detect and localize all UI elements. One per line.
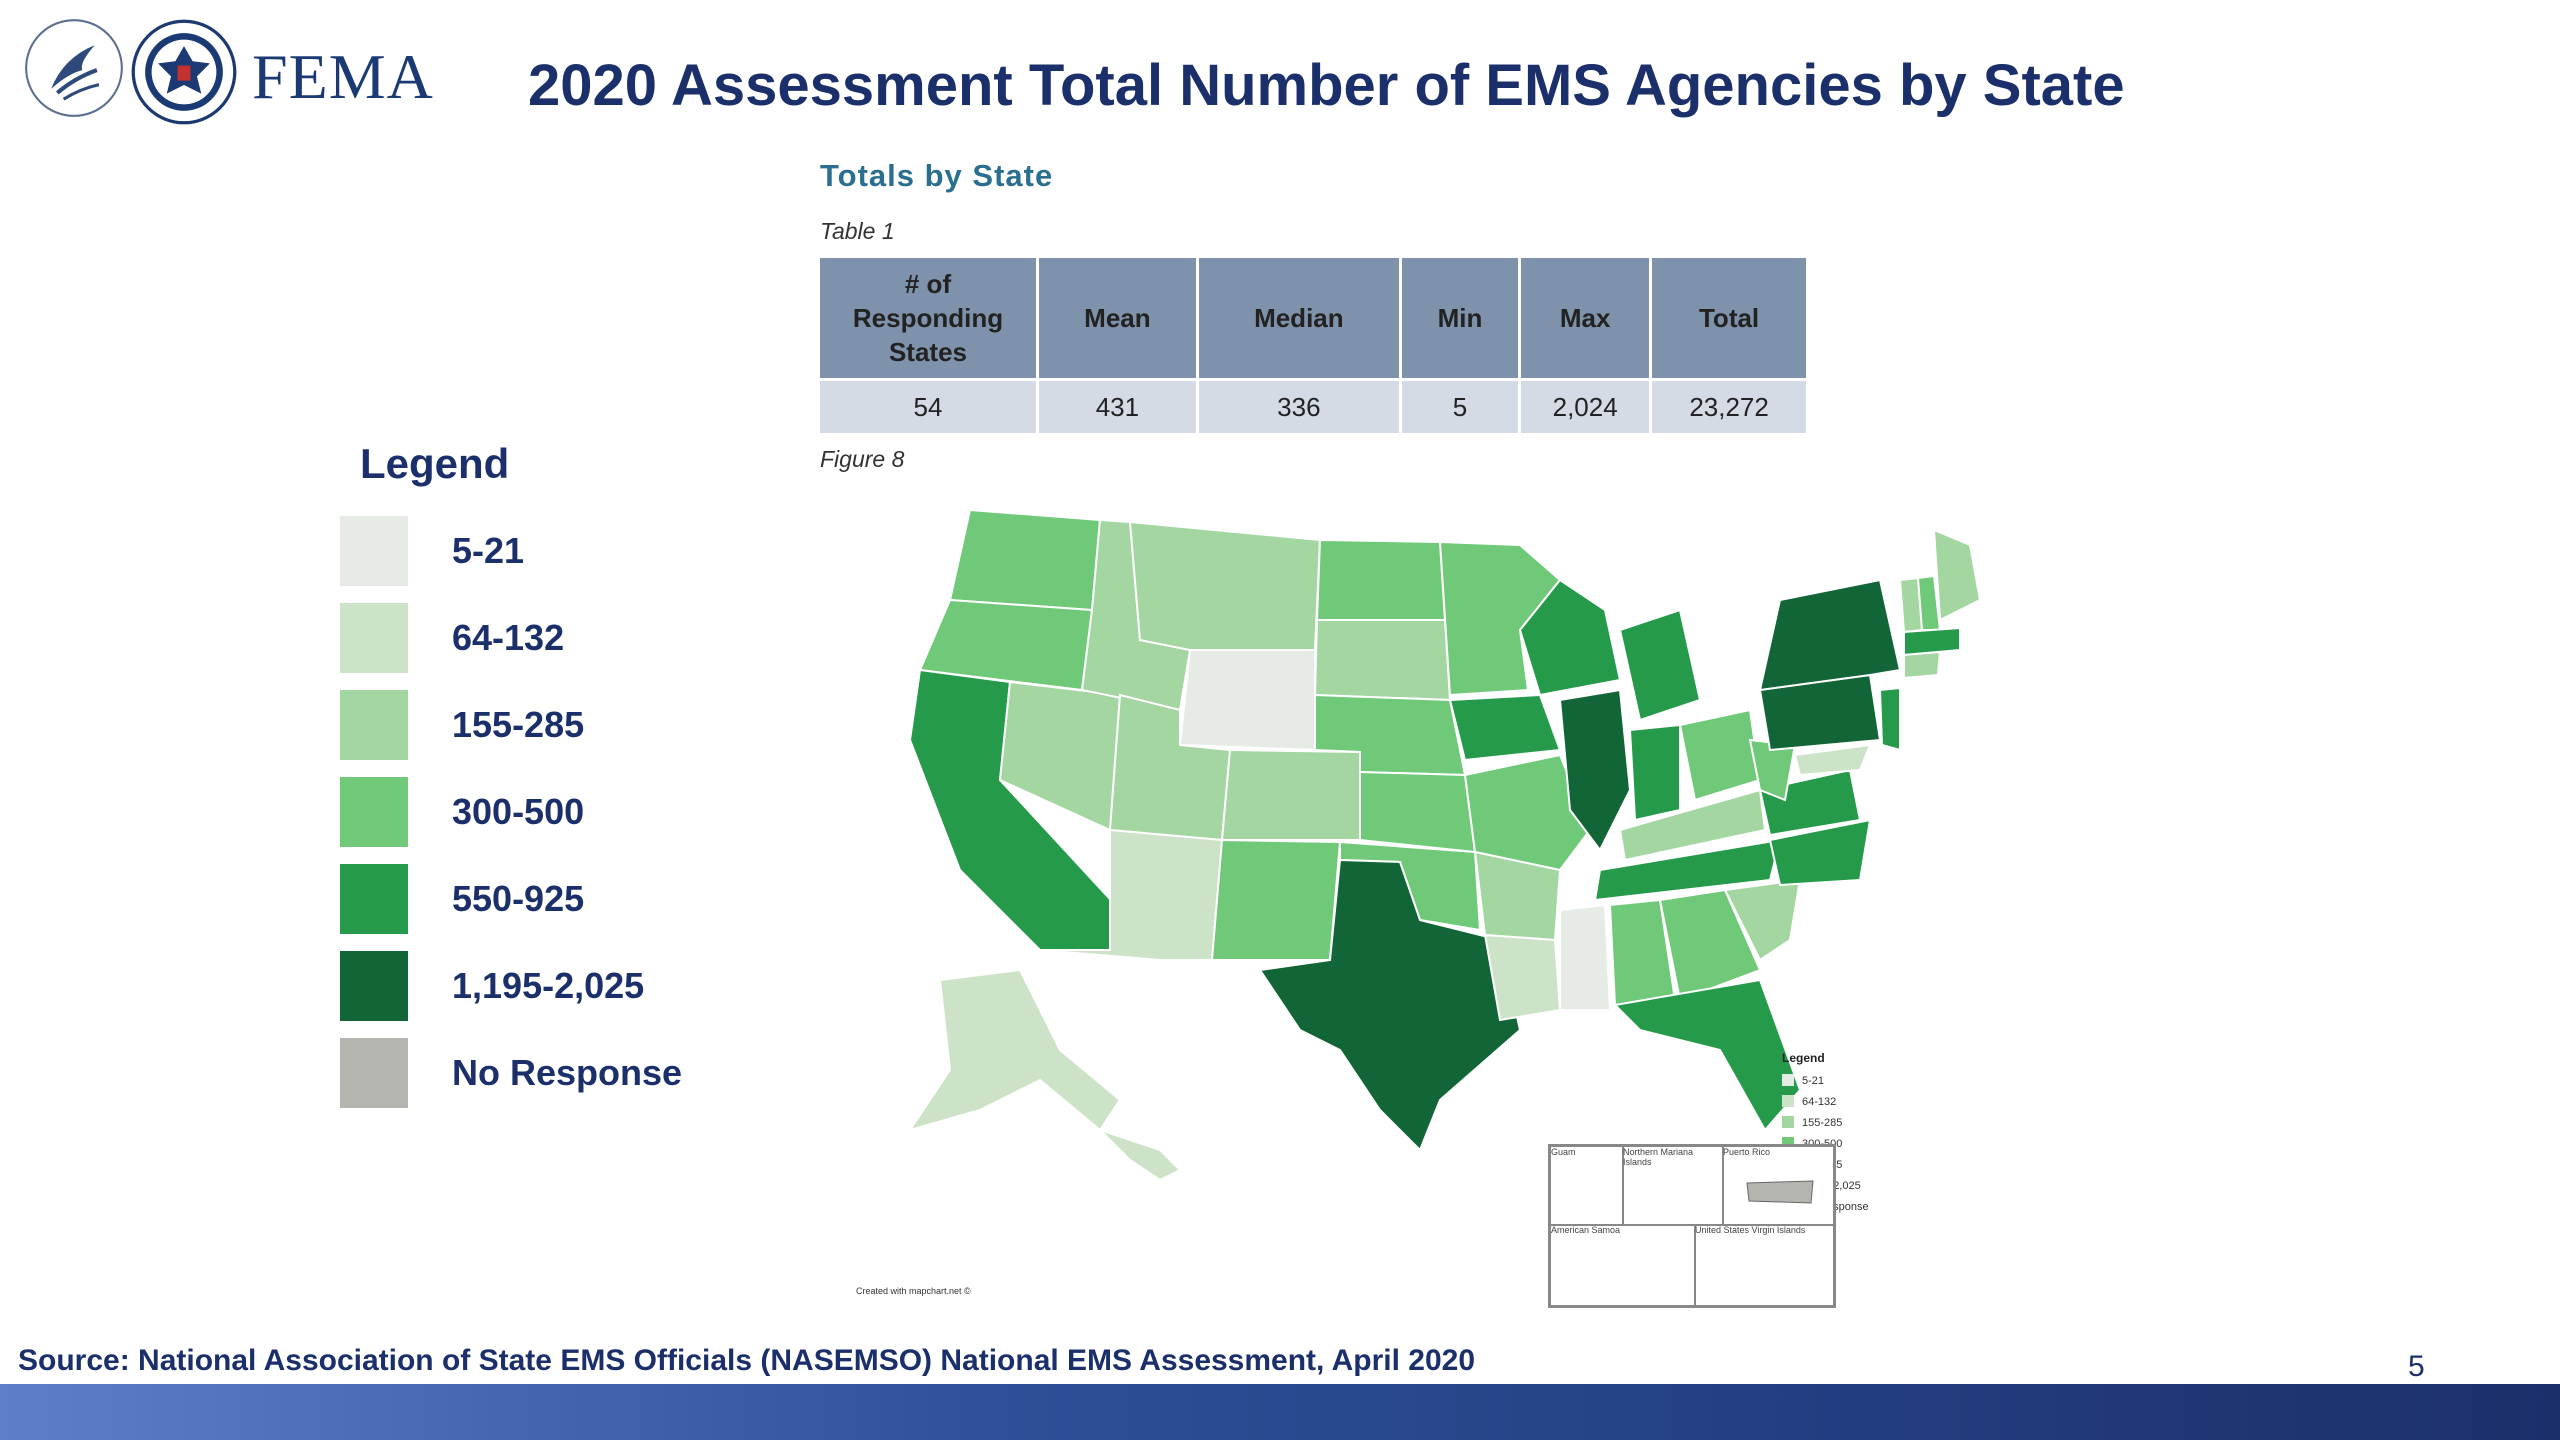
state-iowa [1448,693,1562,762]
inset-american-samoa: American Samoa [1550,1224,1696,1306]
state-new-york [1758,578,1902,692]
state-wisconsin [1518,578,1622,697]
legend-title: Legend [360,440,510,487]
slide-title: 2020 Assessment Total Number of EMS Agen… [528,53,2125,118]
column-header: Min [1400,258,1522,380]
state-missouri [1463,753,1592,872]
state-kansas [1359,770,1477,854]
column-header: Median [1197,258,1402,380]
inset-label: Puerto Rico [1723,1147,1771,1157]
legend-label: 1,195-2,025 [452,965,645,1006]
hhs-seal-logo [25,19,123,117]
state-maryland [1793,743,1872,777]
state-hawaii [1099,1129,1182,1182]
state-florida [1612,978,1802,1132]
table-cell: 23,272 [1650,378,1806,433]
state-michigan [1618,608,1702,722]
legend-swatch [340,777,408,847]
mapchart-credit: Created with mapchart.net © [856,1286,971,1296]
inset-label: United States Virgin Islands [1695,1225,1806,1235]
column-header: # of Responding States [820,258,1039,380]
legend-label: 300-500 [452,791,585,832]
state-kentucky [1618,788,1767,862]
state-north-carolina [1768,818,1872,887]
state-montana [1128,520,1322,651]
inset-puerto-rico: Puerto Rico [1722,1146,1834,1226]
state-georgia [1658,888,1762,1002]
page-number: 5 [2408,1350,2425,1383]
state-mississippi [1559,903,1612,1011]
inset-virgin-islands: United States Virgin Islands [1694,1224,1834,1306]
mini-legend-label: 155-285 [1802,1117,1842,1129]
inset-label: Guam [1551,1147,1576,1157]
legend-swatch [340,690,408,760]
mini-legend-swatch [1782,1074,1794,1086]
state-wyoming [1178,649,1316,752]
mini-legend-swatch [1782,1095,1794,1107]
fema-wordmark: FEMA [252,41,434,112]
table-cell: 54 [820,378,1039,433]
legend-swatch [340,864,408,934]
table-cell: 431 [1037,378,1199,433]
state-alaska [907,968,1122,1132]
state-texas [1258,858,1522,1152]
legend-label: 550-925 [452,878,585,919]
figure-caption: Figure 8 [820,446,905,472]
table-caption: Table 1 [820,218,895,244]
state-ohio [1678,708,1762,802]
totals-heading: Totals by State [820,158,1054,193]
state-illinois [1558,688,1632,852]
legend-swatch [340,951,408,1021]
state-south-carolina [1723,878,1802,962]
stats-header-row: # of Responding States Mean Median Min M… [820,258,1806,380]
source-citation: Source: National Association of State EM… [18,1344,1476,1377]
legend-label: 64-132 [452,617,565,658]
state-indiana [1628,723,1681,822]
mini-legend-label: 64-132 [1802,1096,1836,1108]
inset-label: American Samoa [1551,1225,1621,1235]
mini-legend-label: 5-21 [1802,1075,1824,1087]
state-massachusetts [1903,626,1961,657]
stats-table: # of Responding States Mean Median Min M… [820,258,1806,433]
inset-guam: Guam [1550,1146,1624,1226]
state-colorado [1220,748,1361,841]
column-header: Mean [1037,258,1199,380]
column-header: Total [1650,258,1806,380]
legend-swatch [340,603,408,673]
table-cell: 336 [1197,378,1402,433]
state-tennessee [1593,838,1782,902]
puerto-rico-shape [1746,1180,1814,1204]
mini-legend-swatch [1782,1116,1794,1128]
legend-swatch [340,516,408,586]
legend-label: No Response [452,1052,683,1093]
legend-label: 5-21 [452,530,525,571]
state-north-dakota [1315,538,1447,621]
table-cell: 2,024 [1519,378,1653,433]
state-new-mexico [1210,838,1342,961]
legend-label: 155-285 [452,704,585,745]
territory-insets: Guam Northern Mariana Islands Puerto Ric… [1548,1144,1836,1308]
mini-legend-title: Legend [1782,1051,1825,1065]
inset-label: Northern Mariana Islands [1623,1147,1694,1167]
state-new-jersey [1878,686,1901,752]
inset-northern-mariana: Northern Mariana Islands [1622,1146,1724,1226]
column-header: Max [1519,258,1653,380]
state-south-dakota [1313,619,1452,702]
us-choropleth-map: Legend 5-2164-132155-285300-500550-9251,… [907,508,1982,1213]
table-cell: 5 [1400,378,1522,433]
state-connecticut [1903,650,1942,680]
dhs-seal-logo [131,19,237,125]
legend-swatch [340,1038,408,1108]
state-maine [1932,528,1982,622]
footer-bar [0,1384,2560,1440]
stats-value-row: 54 431 336 5 2,024 23,272 [820,378,1806,433]
state-washington [948,508,1102,612]
